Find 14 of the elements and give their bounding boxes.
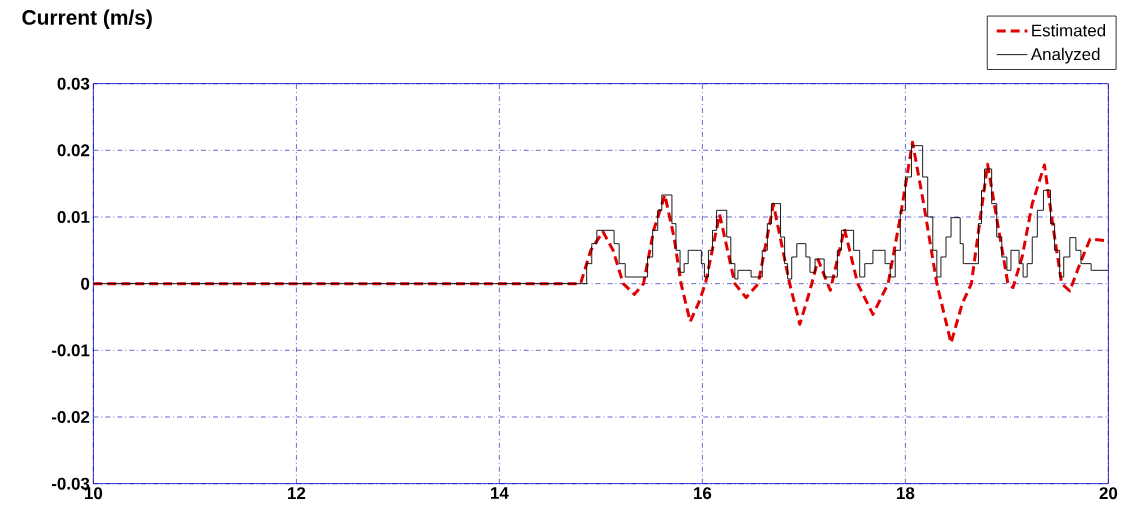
y-tick-label: 0.01 (57, 210, 90, 223)
x-tick-label: 16 (694, 487, 712, 500)
x-tick-label: 20 (1099, 487, 1118, 500)
y-tick-label: 0.03 (57, 77, 90, 90)
y-tick-label: -0.01 (51, 344, 90, 357)
y-tick-label: 0.02 (57, 144, 90, 157)
x-tick-label: 18 (897, 487, 915, 500)
y-tick-label: -0.02 (51, 410, 90, 423)
y-axis-title: Current (m/s) (22, 9, 152, 30)
y-tick-label: 0 (81, 277, 90, 290)
legend-label: Analyzed (1030, 47, 1100, 64)
x-tick-label: 12 (288, 487, 306, 499)
legend-label: Estimated (1032, 24, 1106, 37)
x-tick-label: 14 (491, 487, 509, 499)
